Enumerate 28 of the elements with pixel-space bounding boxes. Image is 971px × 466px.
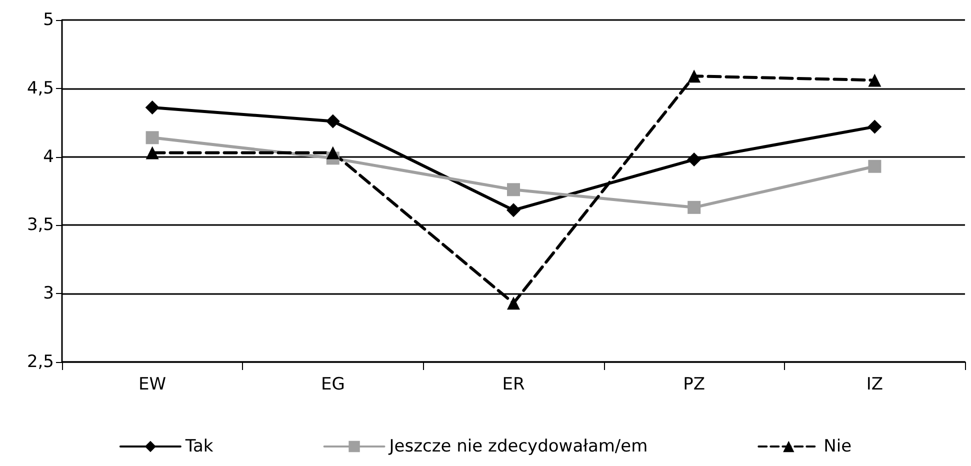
x-tick-label: EW [138, 374, 166, 394]
point [688, 70, 701, 83]
y-tick-label: 3 [43, 284, 54, 304]
point [507, 296, 520, 310]
y-tick-label: 3,5 [26, 215, 54, 236]
legend-label: Jeszcze nie zdecydowałam/em [388, 436, 648, 456]
legend-label: Tak [184, 436, 214, 456]
y-tick-label: 4,5 [26, 78, 54, 98]
x-tick-label: PZ [683, 374, 706, 394]
x-tick-label: ER [502, 374, 525, 394]
point [146, 146, 159, 160]
legend-label: Nie [824, 436, 852, 456]
point [868, 160, 882, 173]
point [868, 120, 882, 134]
point [146, 131, 159, 144]
x-tick-label: IZ [866, 374, 884, 394]
y-tick-label: 2,5 [26, 352, 54, 372]
point [507, 183, 520, 196]
point [687, 152, 702, 167]
point [326, 146, 340, 160]
x-tick-label: EG [320, 374, 345, 394]
y-tick-label: 4 [43, 146, 54, 167]
point [326, 114, 340, 128]
point [506, 203, 520, 218]
y-tick-label: 5 [43, 10, 54, 30]
point [688, 200, 701, 214]
point [145, 100, 160, 115]
point [868, 74, 882, 87]
